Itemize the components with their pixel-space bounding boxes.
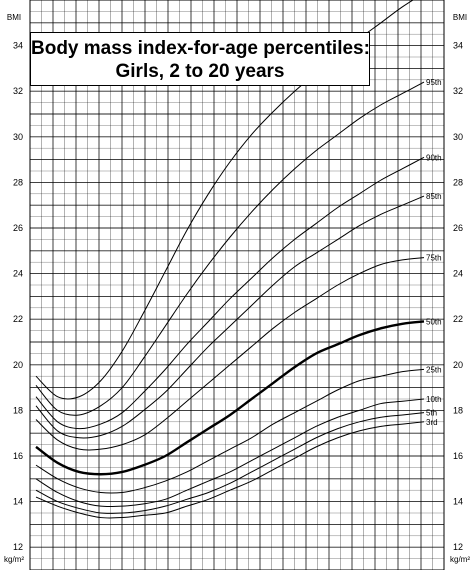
y-tick-label-right: 16 [453, 451, 463, 461]
chart-title-box: Body mass index-for-age percentiles: Gir… [30, 32, 370, 86]
y-tick-label-left: 34 [13, 41, 23, 51]
y-tick-label-left: 22 [13, 314, 23, 324]
series-line-3rd [35, 421, 425, 519]
series-label-90th: 90th [426, 153, 442, 162]
y-tick-label-left: 24 [13, 269, 23, 279]
series-line-95th [35, 81, 425, 416]
y-axis-title-right: BMI [453, 13, 467, 22]
y-tick-label-right: 26 [453, 223, 463, 233]
y-tick-label-left: 32 [13, 86, 23, 96]
y-tick-label-right: 30 [453, 132, 463, 142]
series-line-90th [35, 156, 425, 430]
y-tick-label-right: 20 [453, 360, 463, 370]
series-line-5th [35, 412, 425, 514]
y-tick-label-right: 28 [453, 177, 463, 187]
series-label-75th: 75th [426, 254, 442, 263]
y-tick-label-left: 20 [13, 360, 23, 370]
y-tick-label-right: 18 [453, 405, 463, 415]
y-tick-label-right: 12 [453, 542, 463, 552]
series-line-85th [35, 195, 425, 439]
y-axis-unit-right: kg/m² [450, 555, 470, 564]
series-line-50th [35, 320, 425, 476]
y-tick-label-right: 24 [453, 269, 463, 279]
y-tick-label-right: 34 [453, 41, 463, 51]
y-tick-label-left: 28 [13, 177, 23, 187]
y-tick-label-right: 22 [453, 314, 463, 324]
chart-subtitle: Girls, 2 to 20 years [115, 61, 285, 82]
series-line-75th [35, 257, 425, 451]
y-tick-label-left: 18 [13, 405, 23, 415]
series-label-10th: 10th [426, 395, 442, 404]
y-tick-label-right: 32 [453, 86, 463, 96]
series-label-5th: 5th [426, 409, 437, 418]
series-label-25th: 25th [426, 365, 442, 374]
y-tick-label-left: 26 [13, 223, 23, 233]
series-label-95th: 95th [426, 78, 442, 87]
chart-title: Body mass index-for-age percentiles: [31, 38, 370, 59]
series-label-85th: 85th [426, 192, 442, 201]
y-axis-title-left: BMI [7, 13, 21, 22]
series-label-50th: 50th [426, 317, 442, 326]
y-tick-label-left: 14 [13, 497, 23, 507]
y-tick-label-right: 14 [453, 497, 463, 507]
series-line-25th [35, 368, 425, 494]
y-tick-label-left: 30 [13, 132, 23, 142]
y-axis-unit-left: kg/m² [4, 555, 24, 564]
y-tick-label-left: 16 [13, 451, 23, 461]
series-label-3rd: 3rd [426, 418, 438, 427]
y-tick-label-left: 12 [13, 542, 23, 552]
series-line-10th [35, 398, 425, 508]
